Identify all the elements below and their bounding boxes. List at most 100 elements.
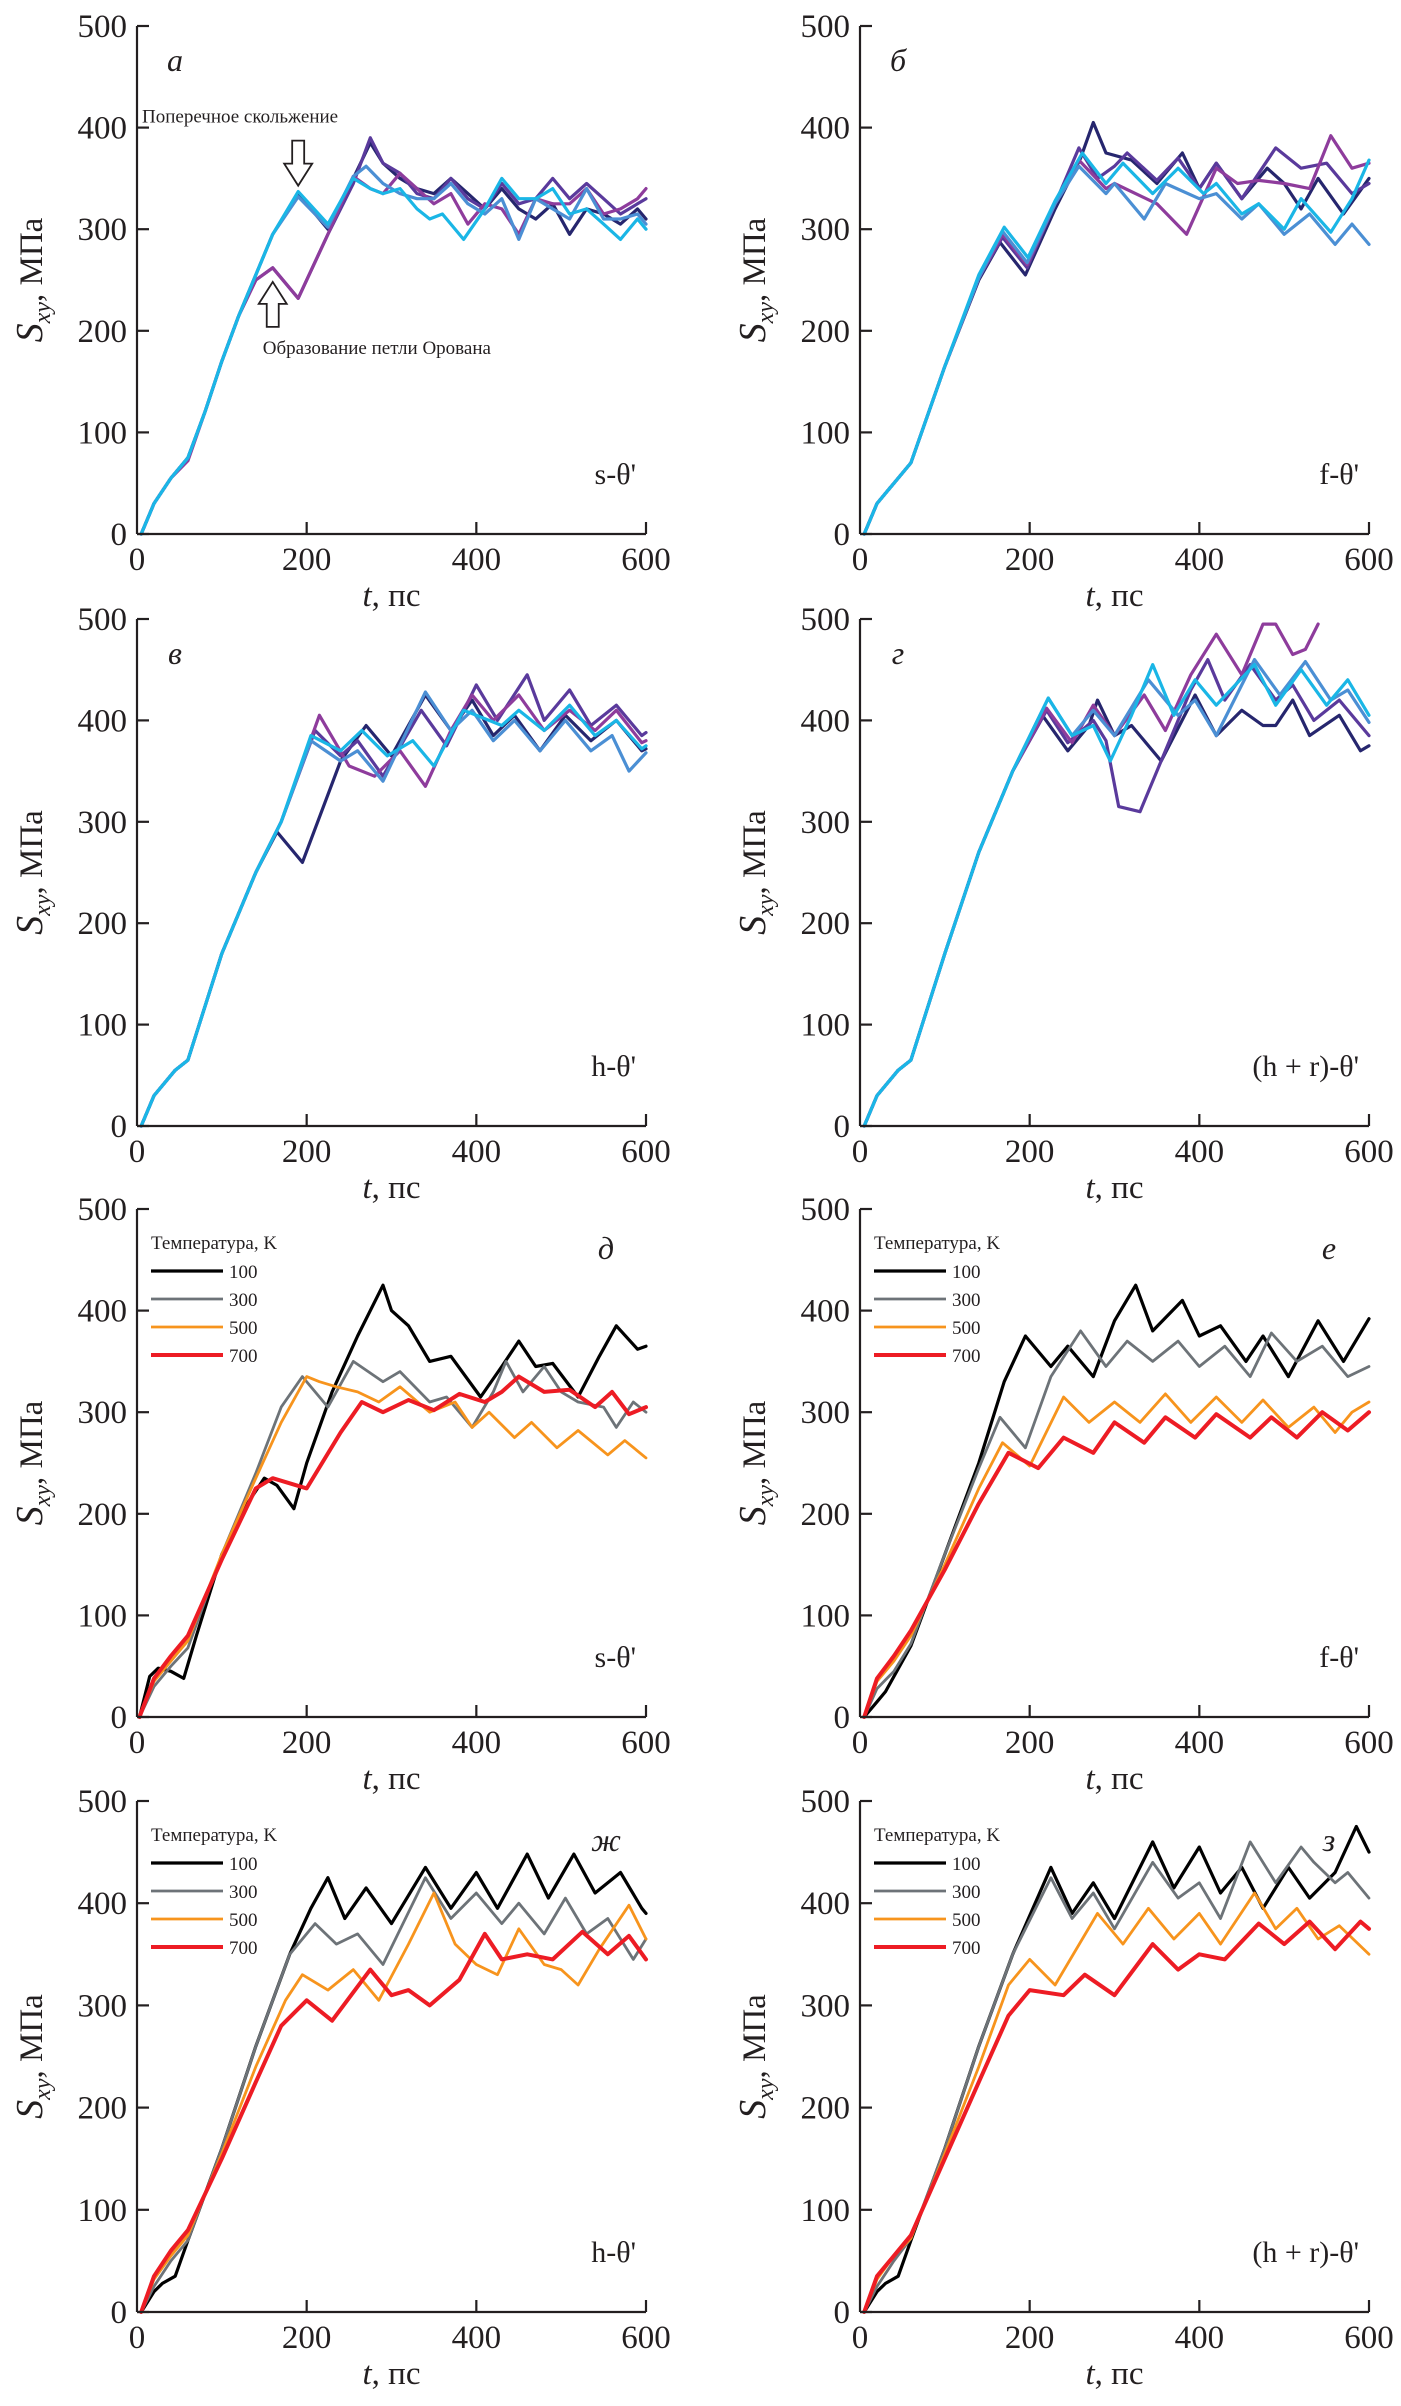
y-tick-label: 200 [78, 2091, 128, 2127]
y-tick-label: 200 [78, 1497, 128, 1533]
series-line-500 [862, 1392, 1371, 1719]
legend-label-700: 700 [952, 1346, 981, 1367]
y-axis-title-part: S [732, 1506, 774, 1525]
legend: Температура, K 100 300 500 700 [151, 1233, 277, 1367]
y-tick-label: 100 [801, 2193, 851, 2229]
legend-title: Температура, K [874, 1233, 1000, 1254]
legend-label-500: 500 [229, 1318, 258, 1339]
x-axis-title-symbol: t [363, 1170, 373, 1206]
orientation-label: h-θ' [591, 1050, 636, 1083]
legend-label-100: 100 [952, 1854, 981, 1875]
legend-label-700: 700 [952, 1938, 981, 1959]
y-tick-label: 500 [801, 1784, 851, 1820]
x-tick-label: 0 [129, 542, 146, 578]
x-axis-title-unit: , пс [1095, 1761, 1144, 1797]
y-tick-label: 400 [78, 111, 128, 147]
x-tick-label: 400 [452, 542, 502, 578]
y-tick-label: 400 [78, 1294, 128, 1330]
x-tick-label: 0 [852, 2320, 869, 2356]
annotation: Поперечное скольжение [142, 107, 338, 188]
arrow-down-icon [282, 139, 314, 188]
legend-label-500: 500 [952, 1910, 981, 1931]
y-tick-label: 0 [834, 2295, 851, 2331]
panel-letter: в [168, 635, 182, 671]
series-line-series-5 [139, 176, 648, 536]
legend-title: Температура, K [151, 1233, 277, 1254]
legend-title: Температура, K [151, 1825, 277, 1846]
series-line-500 [138, 1375, 648, 1719]
x-tick-label: 400 [452, 1725, 502, 1761]
orientation-label: (h + r)-θ' [1252, 1050, 1359, 1083]
y-tick-label: 400 [801, 1886, 851, 1922]
y-axis-title-part: , МПа [14, 1994, 50, 2079]
x-axis-title-symbol: t [363, 2356, 373, 2392]
panel-letter: г [892, 635, 904, 671]
y-tick-label: 400 [801, 1294, 851, 1330]
y-tick-label: 100 [78, 1008, 128, 1044]
series-line-300 [862, 1329, 1371, 1719]
orientation-label: (h + r)-θ' [1252, 2236, 1359, 2269]
legend-label-500: 500 [229, 1910, 258, 1931]
y-tick-label: 300 [801, 805, 851, 841]
x-tick-label: 200 [1005, 2320, 1055, 2356]
legend-label-700: 700 [229, 1346, 258, 1367]
y-tick-label: 100 [801, 415, 851, 451]
y-axis-title-part: S [732, 916, 774, 935]
x-axis-title: t, пс [1086, 2356, 1144, 2392]
x-tick-label: 600 [621, 542, 671, 578]
y-tick-label: 500 [78, 602, 128, 638]
x-tick-label: 200 [282, 1725, 332, 1761]
x-axis-title-unit: , пс [372, 1761, 421, 1797]
y-tick-label: 300 [801, 212, 851, 248]
y-axis-title: Sxy, МПа [732, 1994, 779, 2119]
y-tick-label: 100 [78, 2193, 128, 2229]
x-tick-label: 0 [852, 1725, 869, 1761]
series-line-series-4 [862, 164, 1371, 536]
y-axis-title-part: S [9, 916, 51, 935]
series-line-series-5 [862, 662, 1371, 1128]
y-axis-title-part: xy [30, 302, 56, 325]
y-axis-title-part: S [9, 2100, 51, 2119]
x-tick-label: 400 [1175, 542, 1225, 578]
y-axis-title: Sxy, МПа [9, 217, 56, 342]
x-axis-title: t, пс [1086, 578, 1144, 614]
y-axis-title-part: xy [753, 2078, 779, 2101]
series-line-100 [862, 1283, 1371, 1719]
x-tick-label: 600 [1344, 542, 1394, 578]
y-axis-title-part: xy [753, 1485, 779, 1508]
legend-label-100: 100 [952, 1262, 981, 1283]
chart-panel-г: 0 100 200 300 400 500 0 200 400 600 t, пс Sxy, МПа г… [732, 602, 1394, 1206]
legend: Температура, K 100 300 500 700 [874, 1825, 1000, 1959]
chart-panel-е: 0 100 200 300 400 500 0 200 400 600 t, пс Sxy, МПа е… [732, 1192, 1394, 1797]
y-tick-label: 0 [111, 1109, 128, 1145]
x-tick-label: 400 [1175, 1725, 1225, 1761]
x-axis-title: t, пс [1086, 1170, 1144, 1206]
x-axis-title: t, пс [363, 1170, 421, 1206]
x-axis-title-symbol: t [1086, 578, 1096, 614]
chart-panel-в: 0 100 200 300 400 500 0 200 400 600 t, пс Sxy, МПа в… [9, 602, 671, 1206]
x-tick-label: 400 [452, 1134, 502, 1170]
y-axis-title-part: S [732, 2100, 774, 2119]
y-tick-label: 400 [801, 111, 851, 147]
y-tick-label: 0 [834, 1700, 851, 1736]
chart-panel-з: 0 100 200 300 400 500 0 200 400 600 t, пс Sxy, МПа з… [732, 1784, 1394, 2392]
y-tick-label: 100 [78, 1598, 128, 1634]
x-axis-title: t, пс [363, 578, 421, 614]
y-tick-label: 200 [801, 906, 851, 942]
y-tick-label: 100 [78, 415, 128, 451]
x-tick-label: 0 [852, 542, 869, 578]
orientation-label: h-θ' [591, 2236, 636, 2269]
y-tick-label: 300 [801, 1988, 851, 2024]
y-axis-title: Sxy, МПа [732, 1400, 779, 1525]
y-axis-title-part: xy [30, 2078, 56, 2101]
x-axis-title-unit: , пс [1095, 1170, 1144, 1206]
chart-panel-б: 0 100 200 300 400 500 0 200 400 600 t, пс Sxy, МПа б… [732, 9, 1394, 614]
x-axis-title-unit: , пс [372, 1170, 421, 1206]
y-tick-label: 500 [78, 9, 128, 45]
y-axis-title-part: , МПа [737, 217, 773, 302]
y-tick-label: 300 [78, 212, 128, 248]
annotation: Образование петли Орована [257, 280, 491, 359]
legend-label-700: 700 [229, 1938, 258, 1959]
panel-letter: з [1322, 1822, 1335, 1858]
legend-label-300: 300 [229, 1290, 258, 1311]
